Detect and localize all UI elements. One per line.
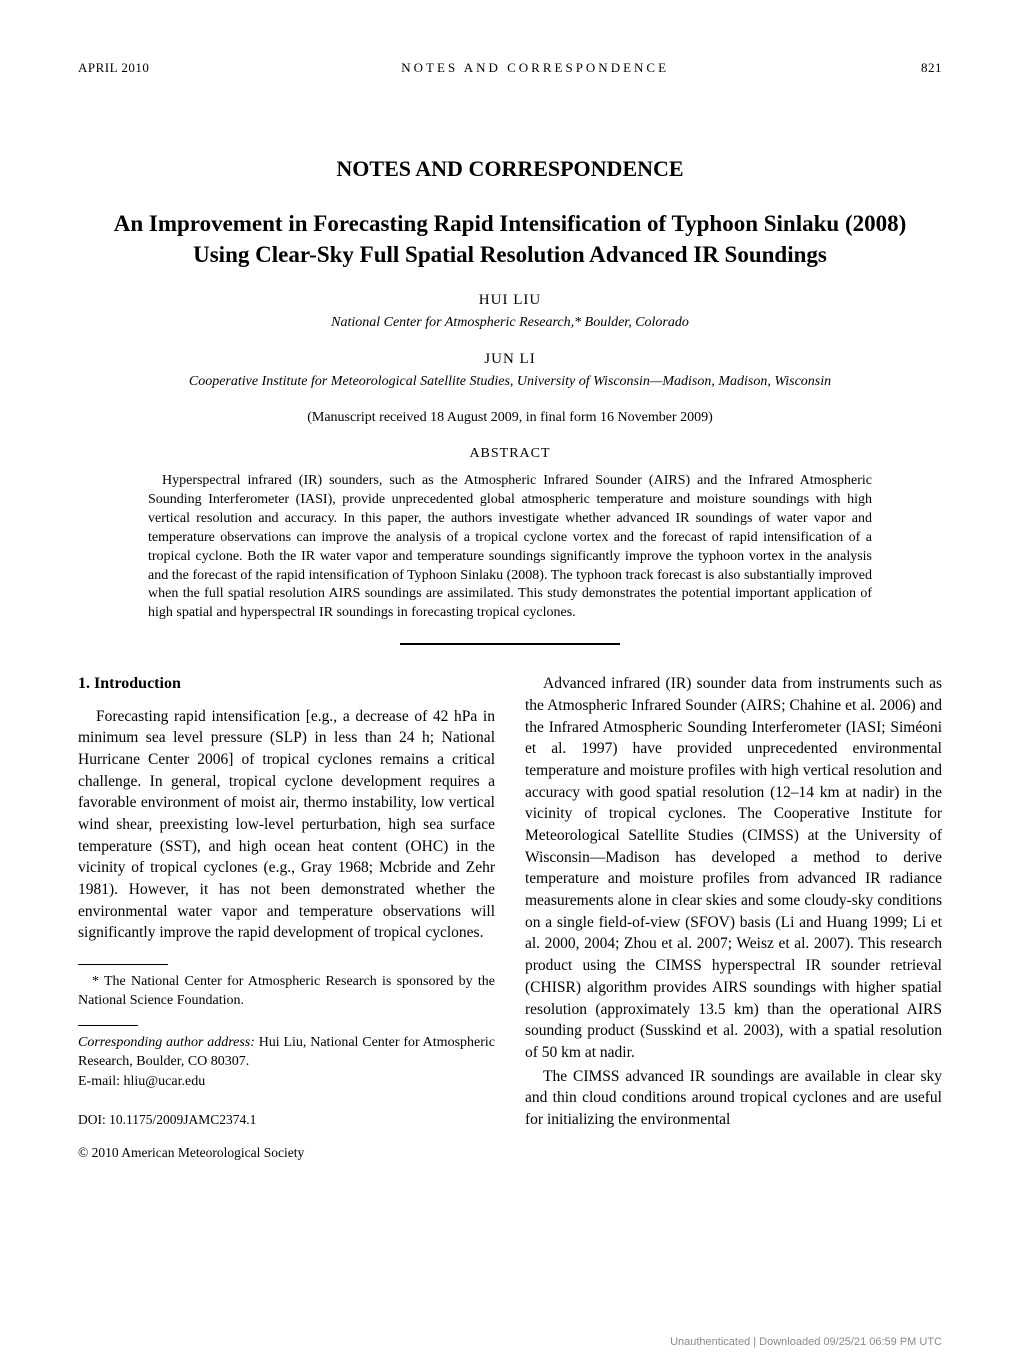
doi-line: DOI: 10.1175/2009JAMC2374.1: [78, 1111, 495, 1130]
affiliation-2: Cooperative Institute for Meteorological…: [78, 374, 942, 390]
paper-title-line1: An Improvement in Forecasting Rapid Inte…: [114, 211, 907, 236]
right-paragraph-1: Advanced infrared (IR) sounder data from…: [525, 673, 942, 1063]
right-paragraph-2: The CIMSS advanced IR soundings are avai…: [525, 1066, 942, 1131]
manuscript-dates: (Manuscript received 18 August 2009, in …: [78, 410, 942, 426]
paper-title: An Improvement in Forecasting Rapid Inte…: [78, 208, 942, 270]
paper-title-line2: Using Clear-Sky Full Spatial Resolution …: [193, 242, 827, 267]
two-column-body: 1. Introduction Forecasting rapid intens…: [78, 673, 942, 1163]
corresponding-author: Corresponding author address: Hui Liu, N…: [78, 1034, 495, 1072]
notes-correspondence-heading: NOTES AND CORRESPONDENCE: [78, 156, 942, 182]
abstract-heading: ABSTRACT: [78, 446, 942, 462]
section-1-heading: 1. Introduction: [78, 673, 495, 695]
footnote-divider: [78, 964, 168, 965]
corresponding-label: Corresponding author address:: [78, 1035, 255, 1050]
intro-paragraph-1: Forecasting rapid intensification [e.g.,…: [78, 706, 495, 945]
author-2: JUN LI: [78, 351, 942, 368]
sponsor-footnote: * The National Center for Atmospheric Re…: [78, 973, 495, 1011]
author-1: HUI LIU: [78, 292, 942, 309]
running-header: APRIL 2010 NOTES AND CORRESPONDENCE 821: [78, 60, 942, 76]
abstract-text: Hyperspectral infrared (IR) sounders, su…: [148, 472, 872, 623]
right-column: Advanced infrared (IR) sounder data from…: [525, 673, 942, 1163]
left-column: 1. Introduction Forecasting rapid intens…: [78, 673, 495, 1163]
header-date: APRIL 2010: [78, 60, 149, 76]
copyright-line: © 2010 American Meteorological Society: [78, 1144, 495, 1163]
affiliation-1: National Center for Atmospheric Research…: [78, 315, 942, 331]
header-section: NOTES AND CORRESPONDENCE: [401, 60, 669, 76]
corresponding-email: E-mail: hliu@ucar.edu: [78, 1072, 495, 1092]
section-divider: [400, 643, 620, 645]
header-page-number: 821: [921, 60, 942, 76]
corresponding-divider: [78, 1025, 138, 1026]
download-watermark: Unauthenticated | Downloaded 09/25/21 06…: [670, 1336, 942, 1348]
